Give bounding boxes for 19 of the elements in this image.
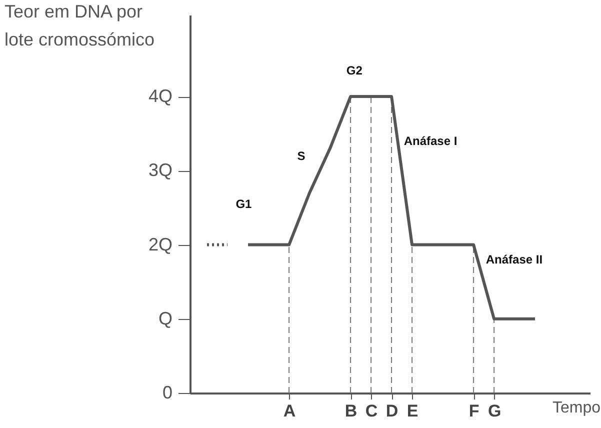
y-tick-label: 3Q — [148, 160, 172, 180]
annotation: G2 — [346, 64, 363, 78]
y-axis-title: Teor em DNA por lote cromossómico — [4, 2, 155, 50]
x-tick-label: E — [406, 402, 418, 420]
x-tick-label: A — [283, 402, 296, 420]
x-tick-label: D — [386, 402, 398, 420]
y-tick-label: Q — [158, 308, 172, 328]
y-tick-label: 4Q — [148, 86, 172, 106]
x-tick-label: B — [344, 402, 358, 420]
y-tick-label: 2Q — [148, 234, 172, 254]
annotation: Anáfase I — [404, 134, 458, 148]
x-axis-title: Tempo — [552, 400, 601, 416]
y-tick-label: 0 — [162, 382, 172, 402]
x-tick-label: G — [488, 402, 502, 420]
annotation: Anáfase II — [486, 252, 543, 267]
x-tick-label: F — [468, 402, 480, 420]
annotation: S — [297, 148, 306, 163]
x-tick-label: C — [365, 402, 378, 420]
annotation: G1 — [236, 197, 252, 211]
